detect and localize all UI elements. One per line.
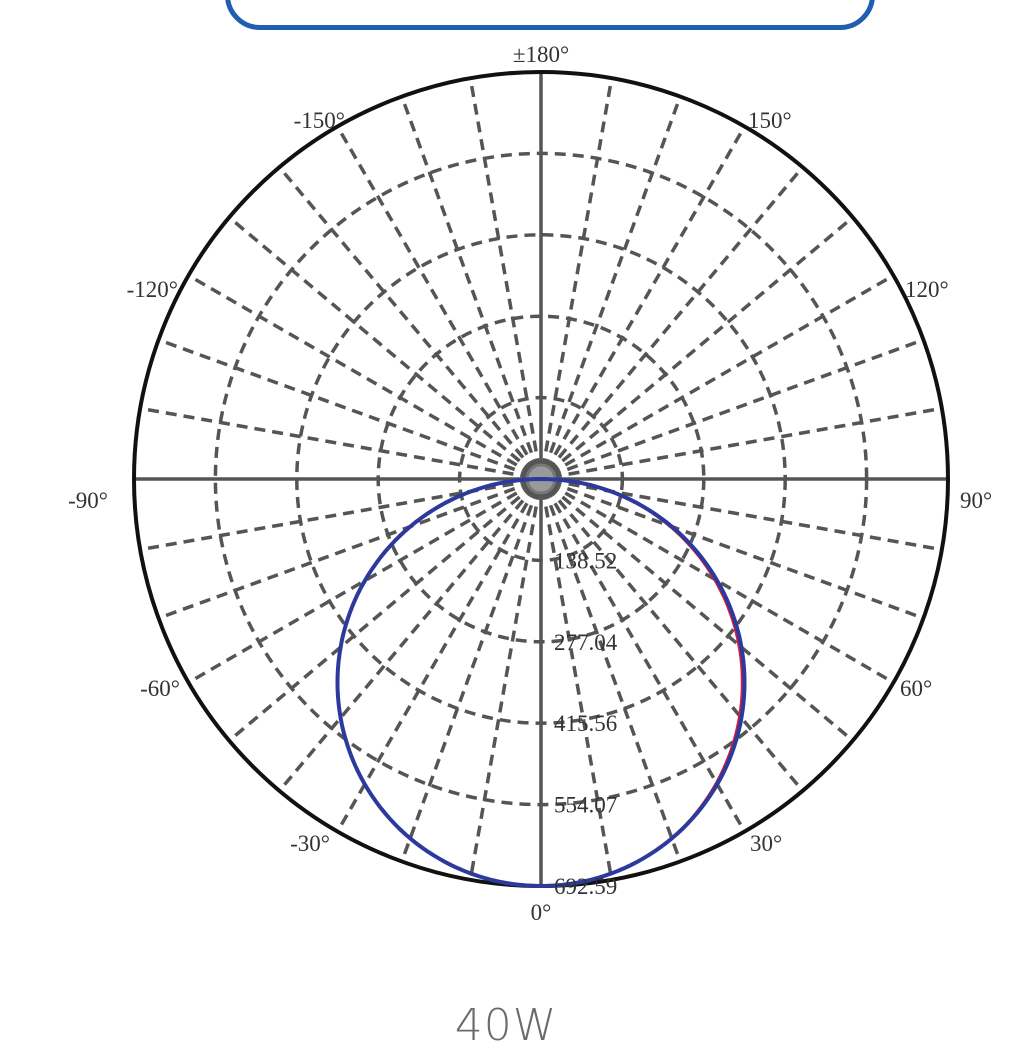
grid-spoke — [550, 479, 943, 552]
grid-spoke — [468, 488, 541, 881]
grid-spoke — [546, 166, 804, 473]
grid-spoke — [228, 484, 535, 742]
grid-spoke — [468, 77, 541, 470]
grid-spoke — [228, 216, 535, 474]
polar-chart: ±180° 150° -150° 120° -120° 90° -90° 60° -60° 30°… — [68, 42, 992, 925]
grid-spoke — [549, 480, 925, 620]
grid-spoke — [157, 480, 533, 620]
angle-label-neg60: -60° — [140, 676, 180, 701]
angle-label-neg150: -150° — [294, 108, 345, 133]
grid-spoke — [547, 484, 854, 742]
grid-spoke — [542, 487, 682, 863]
angle-label-180: ±180° — [513, 42, 569, 67]
angle-label-neg120: -120° — [127, 277, 178, 302]
polar-series — [335, 477, 747, 889]
grid-spoke — [400, 95, 540, 471]
series-curve-1 — [335, 477, 747, 889]
grid-spoke — [546, 485, 804, 792]
wattage-caption: 40W — [454, 1000, 558, 1051]
grid-spoke — [139, 479, 532, 552]
grid-spoke — [550, 406, 943, 479]
angle-label-60: 60° — [900, 676, 932, 701]
angle-label-150: 150° — [748, 108, 792, 133]
radial-tick-label: 554.07 — [554, 793, 617, 818]
grid-spoke — [335, 486, 538, 833]
angle-label-0: 0° — [531, 900, 552, 925]
grid-spoke — [544, 125, 747, 472]
grid-spoke — [547, 216, 854, 474]
radial-tick-label: 138.52 — [554, 548, 617, 573]
radial-tick-label: 415.56 — [554, 711, 617, 736]
grid-spoke — [278, 166, 536, 473]
grid-spoke — [541, 77, 614, 470]
angle-label-neg30: -30° — [290, 831, 330, 856]
radial-tick-label: 277.04 — [554, 630, 618, 655]
angle-label-120: 120° — [905, 277, 949, 302]
top-frame-bar — [225, 0, 875, 30]
grid-spoke — [139, 406, 532, 479]
radial-tick-label: 692.59 — [554, 874, 617, 899]
angle-label-90: 90° — [960, 488, 992, 513]
grid-spoke — [541, 488, 614, 881]
angle-label-30: 30° — [750, 831, 782, 856]
grid-spoke — [548, 273, 895, 476]
grid-spoke — [187, 482, 534, 685]
angle-label-neg90: -90° — [68, 488, 108, 513]
grid-spoke — [549, 338, 925, 478]
grid-spoke — [335, 125, 538, 472]
grid-spoke — [157, 338, 533, 478]
grid-spoke — [544, 486, 747, 833]
grid-spoke — [548, 482, 895, 685]
polar-labels: ±180° 150° -150° 120° -120° 90° -90° 60° -60° 30°… — [68, 42, 992, 925]
grid-spoke — [187, 273, 534, 476]
grid-spoke — [400, 487, 540, 863]
grid-spoke — [278, 485, 536, 792]
grid-spoke — [542, 95, 682, 471]
